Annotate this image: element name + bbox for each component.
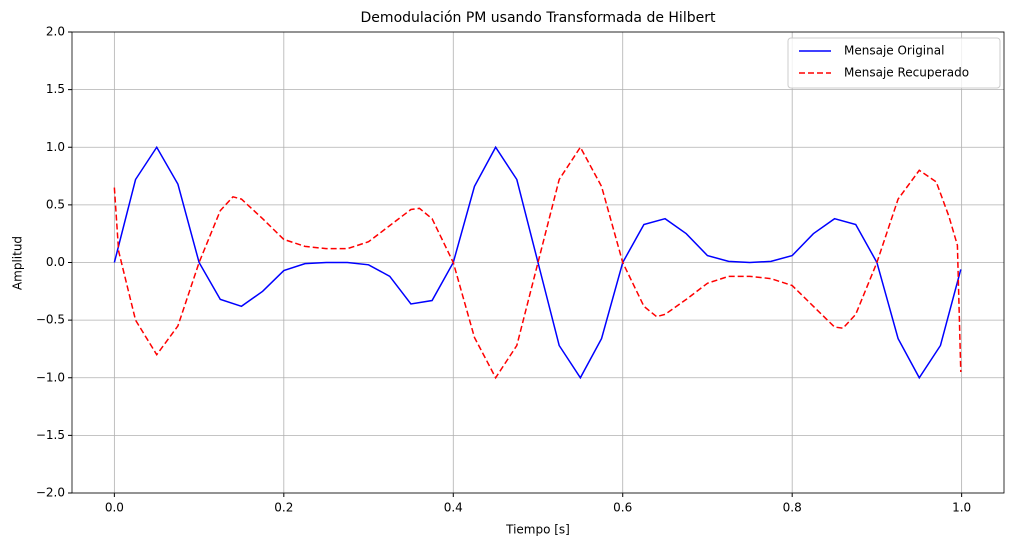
y-tick-label: 1.5 bbox=[46, 82, 65, 96]
x-tick-label: 0.0 bbox=[105, 501, 124, 515]
y-tick-label: 1.0 bbox=[46, 140, 65, 154]
legend-label: Mensaje Recuperado bbox=[844, 66, 969, 80]
legend-label: Mensaje Original bbox=[844, 44, 944, 58]
plot-frame bbox=[71, 31, 1005, 494]
x-tick-label: 0.4 bbox=[444, 501, 463, 515]
x-axis-label: Tiempo [s] bbox=[505, 523, 570, 537]
y-tick-label: −1.5 bbox=[36, 428, 65, 442]
data-line bbox=[113, 145, 962, 380]
x-tick-label: 1.0 bbox=[952, 501, 971, 515]
y-tick-label: 2.0 bbox=[46, 25, 65, 39]
legend-box bbox=[787, 37, 1001, 89]
x-tick-label: 0.2 bbox=[274, 501, 293, 515]
y-tick-label: −2.0 bbox=[36, 486, 65, 500]
y-axis-label: Amplitud bbox=[11, 236, 25, 290]
y-tick-label: 0.5 bbox=[46, 197, 65, 211]
y-tick-label: −1.0 bbox=[36, 370, 65, 384]
y-tick-label: −0.5 bbox=[36, 313, 65, 327]
y-tick-label: 0.0 bbox=[46, 255, 65, 269]
data-line bbox=[113, 145, 962, 380]
x-tick-label: 0.8 bbox=[783, 501, 802, 515]
x-tick-label: 0.6 bbox=[613, 501, 632, 515]
chart-title: Demodulación PM usando Transformada de H… bbox=[361, 10, 716, 26]
